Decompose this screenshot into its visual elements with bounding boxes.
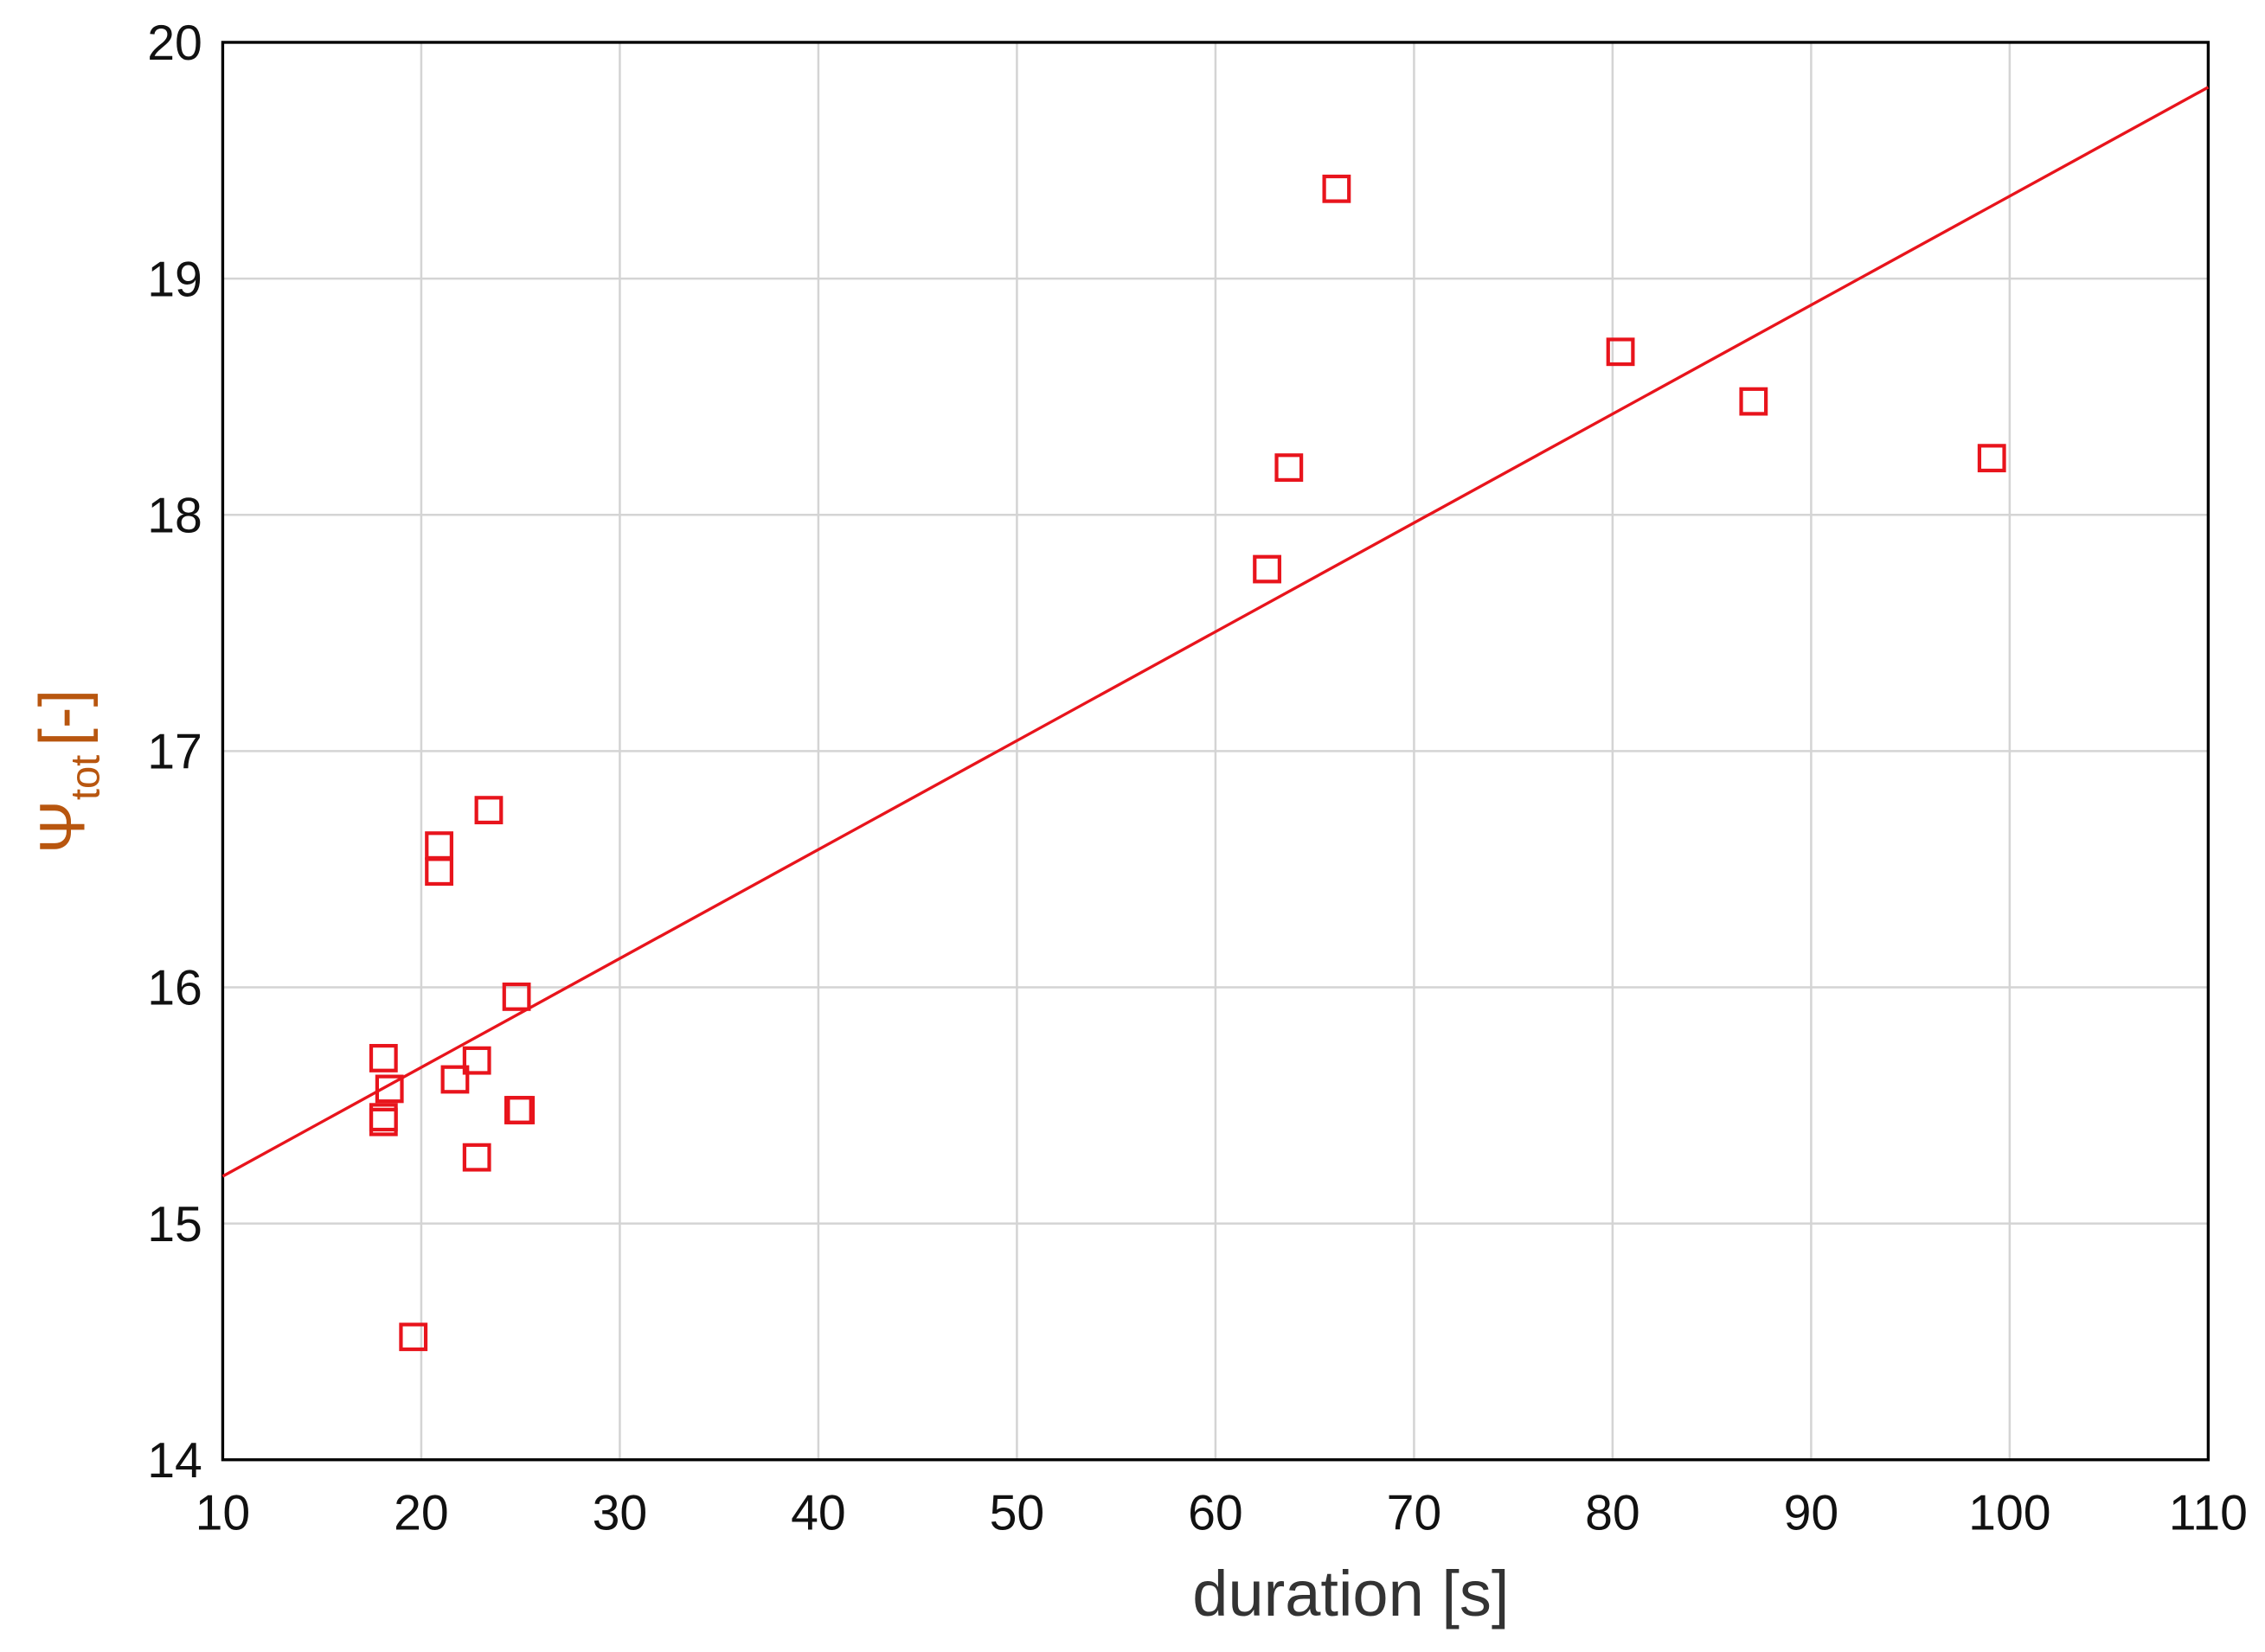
data-point	[425, 857, 453, 887]
data-point	[474, 796, 504, 825]
x-axis-label: duration [s]	[1192, 1558, 1509, 1630]
plot-frame	[221, 41, 2210, 1462]
data-point	[1322, 174, 1351, 203]
x-tick-label: 20	[394, 1485, 449, 1540]
x-tick-label: 10	[196, 1485, 251, 1540]
y-tick-label: 15	[147, 1197, 202, 1252]
regression-line	[221, 86, 2210, 1178]
x-tick-label: 80	[1585, 1485, 1640, 1540]
data-point	[502, 982, 531, 1011]
data-point	[1606, 337, 1635, 367]
y-axis-subscript: tot	[61, 755, 107, 800]
y-axis-symbol: Ψ	[27, 800, 99, 854]
y-tick-label: 16	[147, 961, 202, 1016]
data-point	[369, 1107, 398, 1137]
y-tick-label: 19	[147, 252, 202, 307]
y-axis-label: Ψtot [-]	[27, 689, 108, 854]
data-point	[506, 1096, 536, 1124]
data-point	[462, 1143, 491, 1172]
y-tick-label: 14	[147, 1433, 202, 1489]
x-tick-label: 110	[2169, 1485, 2248, 1540]
y-tick-label: 20	[147, 16, 202, 71]
data-point	[399, 1322, 428, 1352]
x-tick-label: 30	[593, 1485, 648, 1540]
data-point	[375, 1074, 404, 1104]
data-point	[1739, 387, 1768, 416]
x-tick-label: 100	[1968, 1485, 2050, 1540]
data-point	[440, 1065, 470, 1094]
x-tick-label: 60	[1188, 1485, 1243, 1540]
data-point	[1977, 444, 2006, 473]
x-tick-label: 90	[1784, 1485, 1839, 1540]
data-point	[1274, 453, 1304, 483]
data-point	[462, 1046, 491, 1075]
data-point	[369, 1044, 398, 1073]
data-point	[425, 831, 453, 861]
data-point	[1253, 554, 1281, 584]
x-tick-label: 70	[1387, 1485, 1442, 1540]
y-axis-unit: [-]	[27, 689, 99, 746]
x-tick-label: 50	[990, 1485, 1045, 1540]
y-tick-label: 17	[147, 725, 202, 780]
y-tick-label: 18	[147, 488, 202, 543]
x-tick-label: 40	[791, 1485, 846, 1540]
